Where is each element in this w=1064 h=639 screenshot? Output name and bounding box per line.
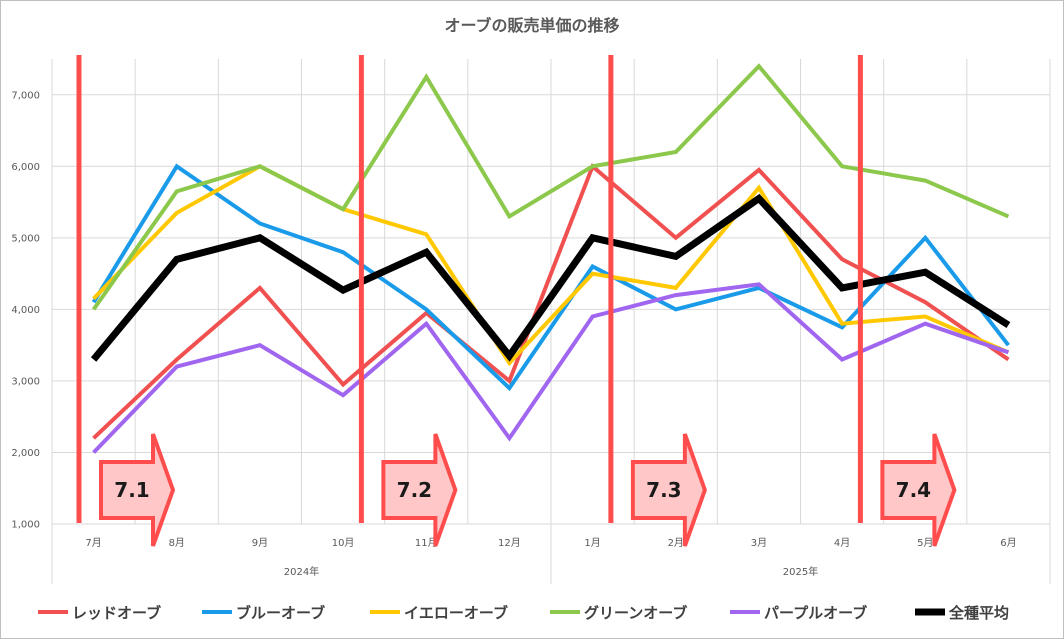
series-line-1	[92, 162, 1010, 440]
y-tick-label: 2,000	[11, 448, 40, 459]
y-tick-label: 4,000	[11, 305, 40, 316]
series-line-4	[91, 63, 1010, 311]
x-tick-label: 11月	[415, 537, 438, 549]
version-arrow	[381, 433, 458, 547]
legend-label: イエローオーブ	[404, 604, 508, 622]
x-group-label: 2024年	[284, 565, 319, 578]
version-label: 7.3	[646, 478, 681, 502]
y-tick-label: 3,000	[11, 376, 40, 387]
y-tick-label: 1,000	[11, 520, 40, 531]
x-tick-label: 1月	[584, 537, 600, 549]
version-label: 7.4	[896, 478, 931, 502]
legend-label: レッドオーブ	[72, 604, 161, 622]
x-tick-label: 6月	[1000, 537, 1016, 549]
x-tick-label: 4月	[834, 537, 850, 549]
x-tick-label: 3月	[751, 537, 767, 549]
version-label: 7.1	[114, 478, 149, 502]
x-tick-label: 9月	[252, 537, 268, 549]
version-arrow	[630, 433, 708, 547]
x-tick-label: 12月	[498, 537, 521, 549]
x-tick-label: 10月	[332, 537, 355, 549]
chart-title: オーブの販売単価の推移	[444, 16, 619, 35]
series-line-2	[91, 163, 1010, 392]
y-tick-label: 7,000	[11, 90, 40, 101]
version-arrow	[880, 433, 957, 547]
x-tick-label: 2月	[668, 537, 684, 549]
x-group-label: 2025年	[783, 565, 818, 578]
version-label: 7.2	[397, 478, 432, 502]
y-tick-label: 6,000	[11, 162, 40, 173]
series-line-6	[90, 193, 1011, 362]
legend-label: ブルーオーブ	[236, 604, 325, 622]
x-tick-label: 8月	[169, 537, 185, 549]
x-tick-label: 7月	[85, 537, 101, 549]
y-tick-label: 5,000	[11, 233, 40, 244]
legend-label: パープルオーブ	[764, 604, 867, 622]
x-tick-label: 5月	[917, 537, 933, 549]
series-line-3	[92, 164, 1010, 367]
series-line-5	[92, 282, 1010, 454]
legend-label: 全種平均	[948, 604, 1009, 622]
legend-label: グリーンオーブ	[584, 604, 687, 622]
version-arrow	[99, 433, 176, 547]
